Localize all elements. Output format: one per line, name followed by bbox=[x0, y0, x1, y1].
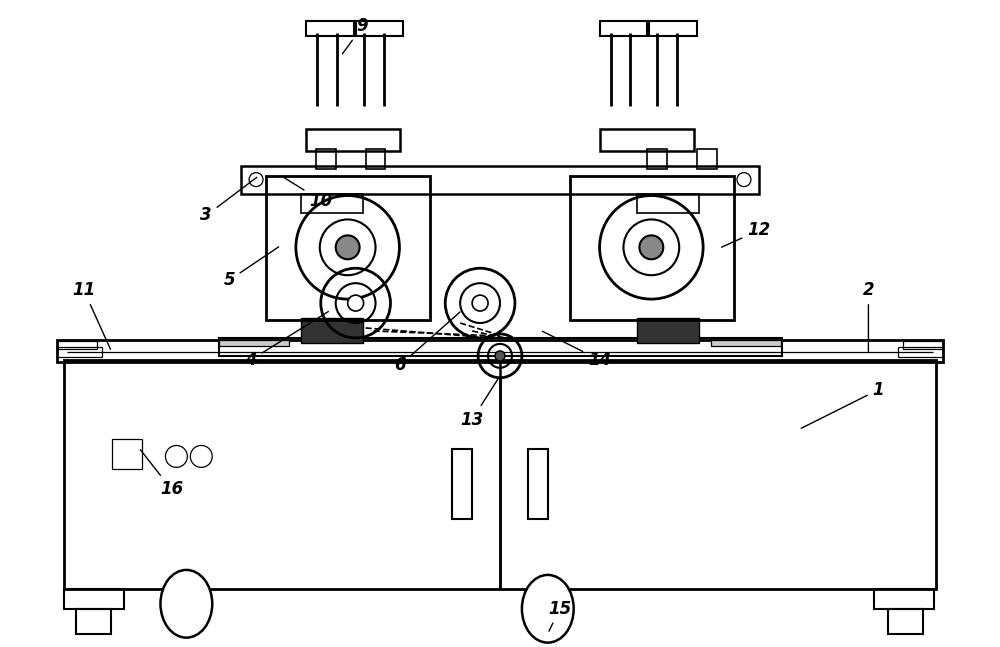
Text: 4: 4 bbox=[245, 311, 328, 369]
Text: 3: 3 bbox=[200, 177, 257, 225]
Text: 1: 1 bbox=[801, 380, 884, 428]
Bar bbox=[57, 347, 102, 357]
Bar bbox=[76, 609, 111, 633]
Bar bbox=[306, 129, 400, 151]
Bar bbox=[112, 439, 142, 469]
Text: 14: 14 bbox=[542, 331, 611, 369]
Ellipse shape bbox=[160, 570, 212, 638]
Bar bbox=[711, 340, 781, 346]
Bar bbox=[647, 21, 697, 36]
Bar bbox=[241, 166, 759, 193]
Bar bbox=[647, 149, 667, 169]
Text: 5: 5 bbox=[223, 247, 279, 289]
Circle shape bbox=[336, 236, 360, 259]
Bar bbox=[354, 21, 403, 36]
Text: 6: 6 bbox=[395, 312, 460, 374]
Bar bbox=[301, 318, 363, 343]
Bar bbox=[600, 21, 649, 36]
Bar bbox=[898, 347, 943, 357]
Circle shape bbox=[472, 295, 488, 311]
Bar bbox=[366, 149, 385, 169]
Bar bbox=[64, 360, 936, 589]
Bar bbox=[637, 193, 699, 214]
Bar bbox=[316, 149, 336, 169]
Bar bbox=[306, 21, 356, 36]
Bar bbox=[888, 609, 923, 633]
Bar bbox=[600, 129, 694, 151]
Text: 13: 13 bbox=[460, 378, 499, 428]
Bar bbox=[697, 149, 717, 169]
Bar bbox=[528, 450, 548, 519]
Text: 11: 11 bbox=[72, 281, 111, 349]
Bar bbox=[64, 589, 124, 609]
Bar bbox=[219, 340, 289, 346]
Bar bbox=[301, 193, 363, 214]
Circle shape bbox=[495, 351, 505, 361]
Bar bbox=[266, 175, 430, 320]
Bar bbox=[452, 450, 472, 519]
Bar bbox=[570, 175, 734, 320]
Text: 9: 9 bbox=[342, 17, 368, 54]
Circle shape bbox=[639, 236, 663, 259]
Bar bbox=[57, 341, 97, 349]
Text: 12: 12 bbox=[722, 221, 771, 247]
Ellipse shape bbox=[522, 575, 574, 642]
Text: 15: 15 bbox=[548, 600, 571, 631]
Circle shape bbox=[348, 295, 364, 311]
Bar bbox=[219, 338, 782, 356]
Bar bbox=[637, 318, 699, 343]
Text: 10: 10 bbox=[283, 177, 332, 210]
Text: 16: 16 bbox=[140, 450, 183, 498]
Bar bbox=[874, 589, 934, 609]
Text: 2: 2 bbox=[863, 281, 874, 352]
Bar bbox=[57, 340, 943, 362]
Bar bbox=[903, 341, 943, 349]
